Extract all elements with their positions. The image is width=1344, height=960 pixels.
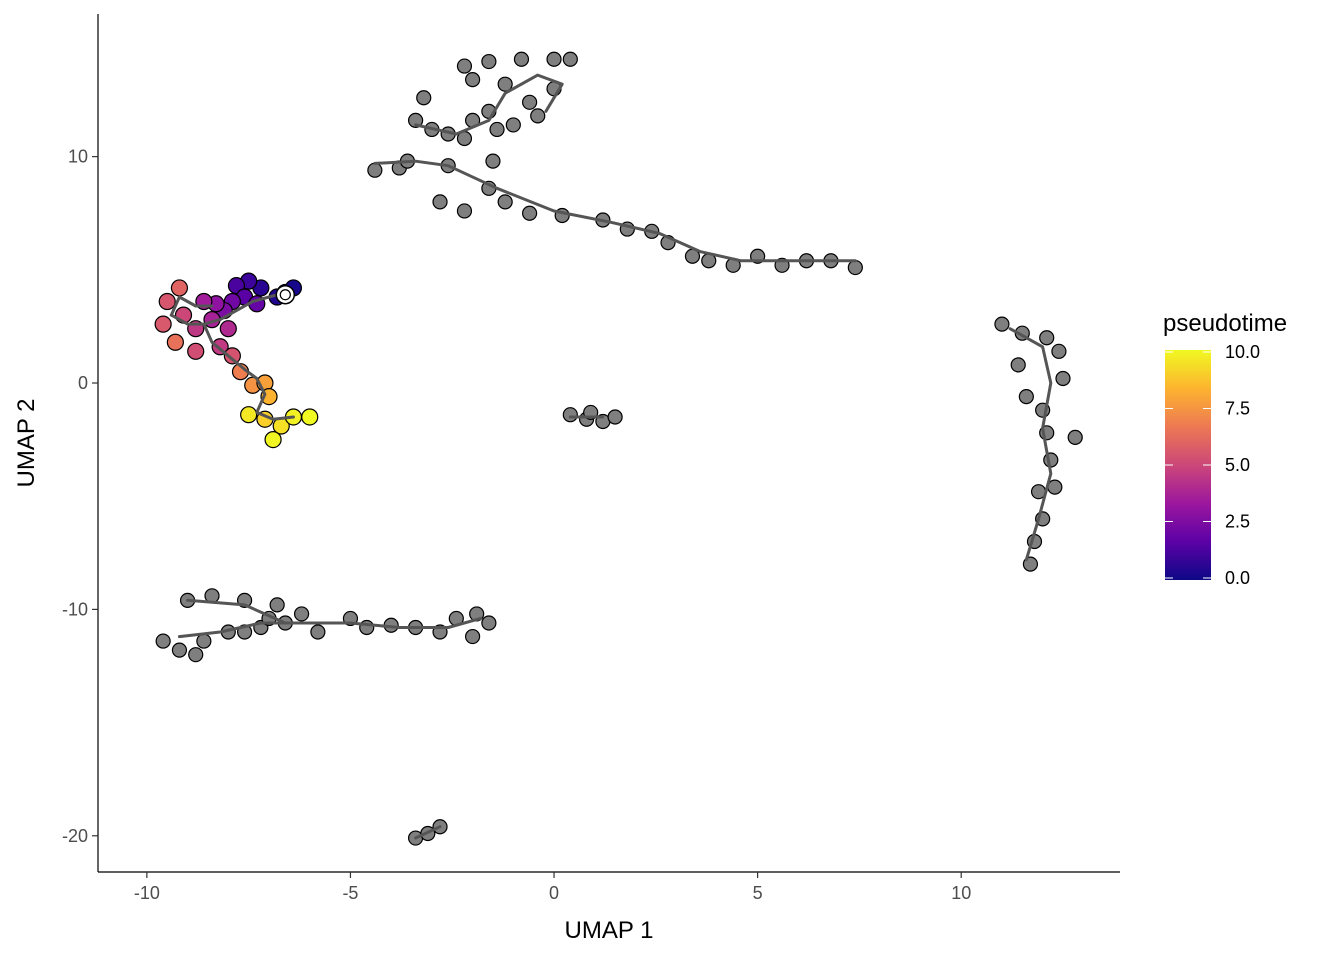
data-point [546, 51, 562, 67]
data-point [497, 76, 513, 92]
data-point [407, 112, 424, 129]
data-point [562, 407, 578, 423]
legend-ticks: 0.0 2.5 5.0 7.5 10.0 [1165, 342, 1260, 588]
data-point [1051, 343, 1067, 359]
y-tick-label: 0 [78, 373, 88, 393]
trajectory-line [169, 295, 214, 317]
data-point [188, 647, 204, 663]
data-point [293, 606, 310, 622]
legend-title: pseudotime [1163, 310, 1287, 337]
data-point [1010, 357, 1026, 373]
data-point [456, 203, 473, 219]
legend-tick-label: 0.0 [1225, 568, 1250, 588]
data-point [367, 162, 383, 178]
data-point [301, 408, 319, 426]
data-point [513, 51, 530, 67]
data-point [187, 342, 205, 360]
data-point [481, 615, 497, 631]
bottom-left-cluster [155, 588, 497, 663]
data-point [432, 194, 448, 210]
x-tick-label: 0 [549, 883, 559, 903]
trajectory-line [1008, 327, 1053, 562]
data-point [158, 292, 176, 311]
axes: -10 -5 0 5 10 -20 -10 0 10 [62, 14, 1120, 903]
trajectory-line [414, 825, 442, 840]
y-tick-label: 10 [68, 147, 88, 167]
trajectory-line [177, 616, 483, 639]
data-point [1055, 370, 1071, 387]
data-point [994, 316, 1010, 332]
y-tick-label: -10 [62, 599, 88, 619]
data-point [219, 320, 237, 338]
trajectory-line [186, 598, 287, 625]
trajectory-line [414, 73, 564, 136]
data-point [223, 347, 241, 365]
data-point [1039, 330, 1055, 346]
data-point [171, 642, 188, 658]
y-tick-label: -20 [62, 826, 88, 846]
data-point [170, 279, 189, 297]
data-point [607, 409, 623, 425]
data-point [1067, 429, 1083, 445]
data-point [264, 431, 282, 449]
data-point [269, 597, 285, 613]
data-point [416, 90, 432, 106]
x-axis-title: UMAP 1 [565, 917, 654, 944]
x-tick-label: -10 [134, 883, 160, 903]
data-point [522, 205, 538, 221]
data-point [489, 121, 505, 138]
trajectory-line [169, 291, 287, 326]
root-marker [275, 284, 296, 305]
data-point [530, 108, 546, 124]
data-point [522, 94, 538, 110]
data-point [1018, 388, 1034, 405]
data-point [497, 194, 513, 210]
data-point [847, 259, 863, 276]
data-point [166, 333, 184, 351]
data-point [464, 628, 481, 645]
y-axis-title: UMAP 2 [13, 399, 40, 488]
data-point [485, 153, 501, 169]
data-point [196, 633, 212, 649]
pseudotime-legend: pseudotime 0.0 2.5 5.0 7.5 10.0 [1163, 310, 1287, 588]
plot-area [154, 51, 1083, 846]
trajectory-line [202, 322, 295, 421]
legend-tick-label: 5.0 [1225, 455, 1250, 475]
legend-tick-label: 10.0 [1225, 342, 1260, 362]
legend-tick-label: 2.5 [1225, 512, 1250, 532]
data-point [456, 58, 473, 74]
data-point [562, 51, 578, 67]
right-vertical-cluster [994, 316, 1083, 572]
data-point [464, 72, 481, 88]
data-point [155, 633, 171, 649]
data-point [310, 624, 326, 640]
legend-tick-label: 7.5 [1225, 399, 1250, 419]
x-tick-label: 5 [753, 883, 763, 903]
data-point [154, 315, 172, 333]
trajectory-line [373, 159, 857, 263]
data-point [505, 117, 521, 133]
data-point [481, 53, 497, 70]
x-tick-label: 10 [951, 883, 971, 903]
data-point [1043, 452, 1059, 468]
x-tick-label: -5 [342, 883, 358, 903]
trajectory-graph [169, 73, 1053, 840]
data-point [240, 406, 258, 424]
root-marker-inner [279, 289, 291, 301]
